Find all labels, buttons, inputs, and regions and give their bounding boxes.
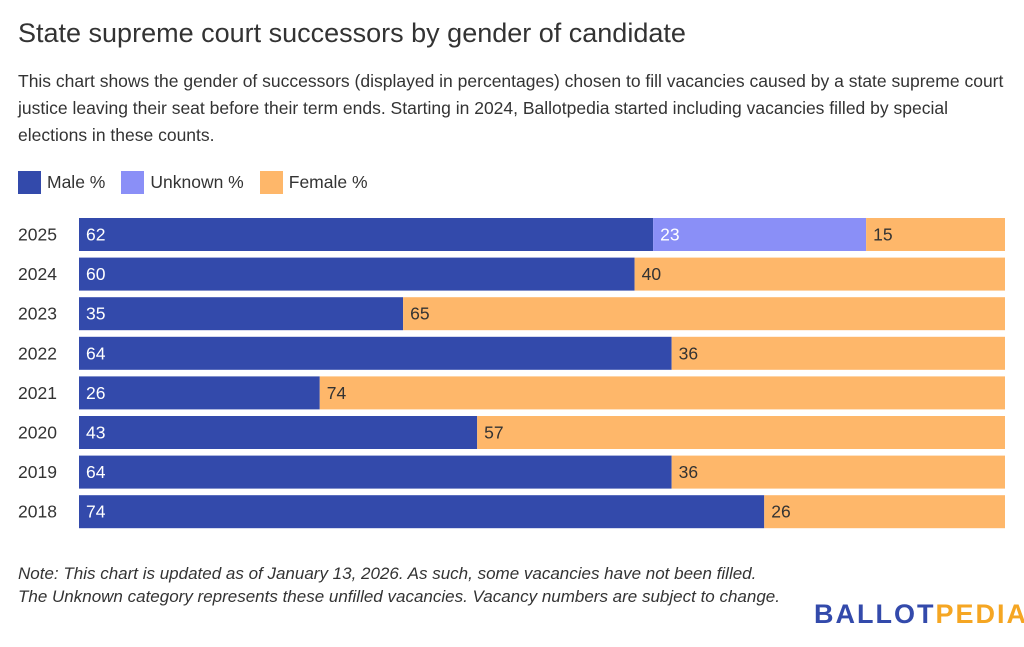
category-label: 2021	[18, 383, 57, 403]
bar-segment	[79, 218, 654, 251]
bar-segment	[79, 257, 635, 291]
category-label: 2023	[18, 304, 57, 324]
bar-segment	[866, 218, 1005, 251]
data-label: 64	[86, 462, 106, 482]
bar-segment	[403, 297, 1006, 331]
data-label: 57	[484, 423, 503, 443]
legend-label: Unknown %	[150, 172, 244, 192]
bar-segment	[79, 455, 672, 489]
data-label: 26	[771, 502, 790, 522]
bar-segment	[671, 336, 1005, 370]
data-label: 15	[873, 225, 892, 245]
ballotpedia-logo: BALLOTPEDIA	[814, 599, 1024, 630]
data-label: 36	[679, 462, 698, 482]
legend-swatch	[121, 171, 145, 194]
chart-note: Note: This chart is updated as of Januar…	[18, 564, 780, 606]
bar-segment	[764, 495, 1005, 529]
bar-segment	[79, 495, 765, 529]
legend-item: Female %	[259, 171, 368, 194]
legend: Male % Unknown % Female %	[18, 171, 368, 194]
data-label: 60	[86, 264, 106, 284]
category-label: 2020	[18, 423, 57, 443]
data-label: 74	[327, 383, 347, 403]
data-label: 23	[660, 225, 679, 245]
bar-segment	[79, 416, 478, 449]
data-label: 35	[86, 304, 105, 324]
legend-swatch	[18, 171, 41, 194]
logo-part-pedia: PEDIA	[935, 599, 1024, 629]
category-label: 2019	[18, 462, 57, 482]
bar-segment	[671, 455, 1005, 489]
bar-segment	[653, 218, 867, 251]
category-label: 2022	[18, 343, 57, 363]
data-label: 40	[642, 264, 662, 284]
bar-segment	[477, 416, 1005, 449]
legend-item: Unknown %	[121, 171, 244, 194]
legend-swatch	[259, 171, 283, 194]
legend-label: Female %	[288, 172, 368, 192]
data-label: 62	[86, 225, 105, 245]
data-label: 26	[86, 383, 105, 403]
legend-item: Male %	[18, 171, 105, 194]
legend-label: Male %	[47, 172, 106, 192]
bar-segment	[634, 257, 1005, 291]
bar-chart: 2025 62 23 15 2024 60 40 2023 35 65 2022 64 36 2021 26…	[18, 218, 1006, 529]
bar-segment	[79, 336, 672, 370]
chart-title: State supreme court successors by gender…	[18, 18, 686, 48]
data-label: 36	[679, 343, 698, 363]
logo-part-ballot: BALLOT	[814, 599, 936, 629]
bar-segment	[79, 297, 404, 331]
data-label: 74	[86, 502, 106, 522]
bar-segment	[319, 376, 1005, 410]
data-label: 43	[86, 423, 105, 443]
data-label: 65	[410, 304, 429, 324]
category-label: 2025	[18, 225, 57, 245]
data-label: 64	[86, 343, 106, 363]
category-label: 2024	[18, 264, 57, 284]
category-label: 2018	[18, 502, 57, 522]
bar-segment	[79, 376, 320, 410]
chart-subtitle: This chart shows the gender of successor…	[18, 71, 1004, 145]
